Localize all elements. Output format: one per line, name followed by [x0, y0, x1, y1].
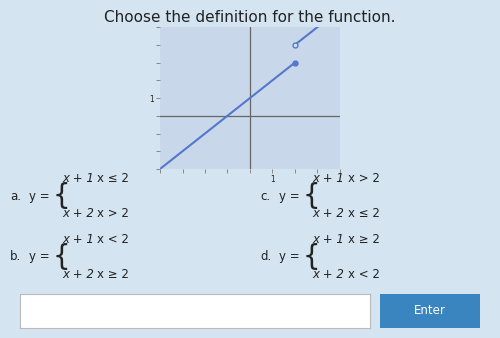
Text: x + 2: x + 2 — [62, 268, 94, 281]
Text: x + 1: x + 1 — [62, 233, 94, 246]
Text: d.: d. — [260, 250, 271, 263]
Text: x ≥ 2: x ≥ 2 — [348, 233, 380, 246]
Text: x ≤ 2: x ≤ 2 — [98, 172, 130, 185]
Text: {: { — [302, 182, 320, 210]
Text: {: { — [52, 243, 70, 271]
Text: x < 2: x < 2 — [98, 233, 130, 246]
Text: y =: y = — [29, 190, 50, 202]
Text: x + 1: x + 1 — [62, 172, 94, 185]
Text: x + 2: x + 2 — [312, 207, 344, 220]
Text: x < 2: x < 2 — [348, 268, 380, 281]
Text: x + 1: x + 1 — [312, 172, 344, 185]
Text: Enter: Enter — [414, 305, 446, 317]
Text: x ≤ 2: x ≤ 2 — [348, 207, 380, 220]
Text: x ≥ 2: x ≥ 2 — [98, 268, 130, 281]
Text: y =: y = — [279, 250, 299, 263]
Text: x + 2: x + 2 — [62, 207, 94, 220]
Text: Choose the definition for the function.: Choose the definition for the function. — [104, 10, 396, 25]
Text: x > 2: x > 2 — [348, 172, 380, 185]
Text: {: { — [302, 243, 320, 271]
Text: c.: c. — [260, 190, 270, 202]
Text: a.: a. — [10, 190, 21, 202]
Text: x + 2: x + 2 — [312, 268, 344, 281]
Text: y =: y = — [279, 190, 299, 202]
Text: x + 1: x + 1 — [312, 233, 344, 246]
Text: b.: b. — [10, 250, 21, 263]
Text: y =: y = — [29, 250, 50, 263]
Text: {: { — [52, 182, 70, 210]
Text: x > 2: x > 2 — [98, 207, 130, 220]
